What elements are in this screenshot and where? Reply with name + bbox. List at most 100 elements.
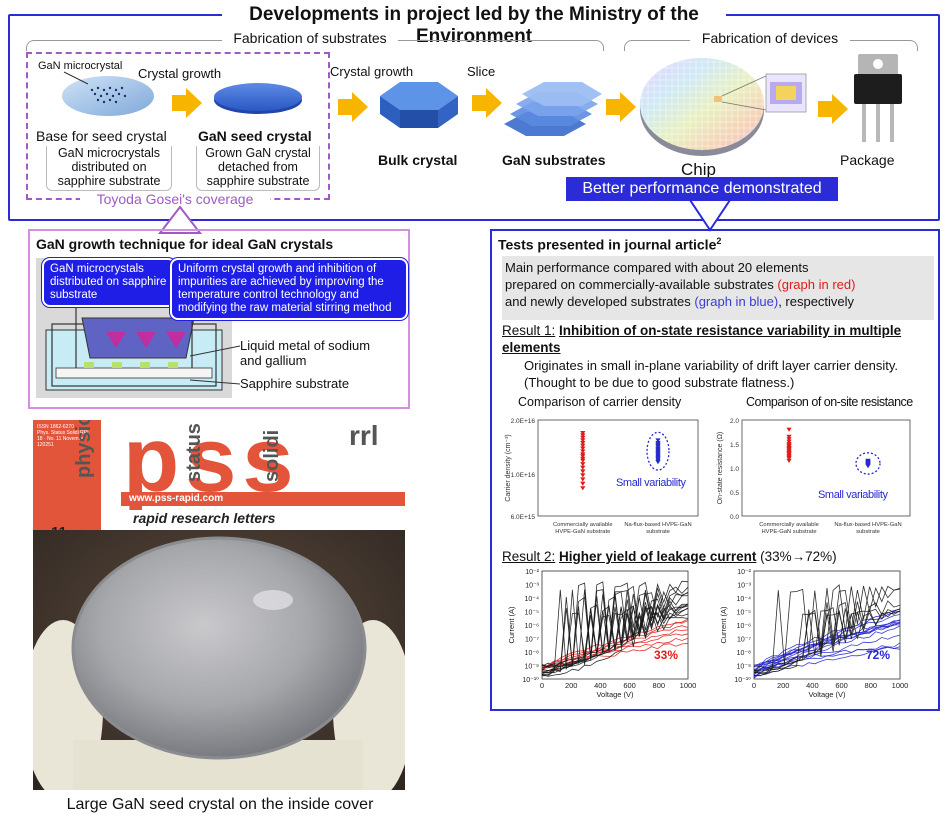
result-1-prefix: Result 1:	[502, 323, 556, 338]
data-point	[580, 430, 586, 436]
y-tick-label: 10⁻³	[737, 583, 751, 590]
x-category-label: HVPE-GaN substrate	[555, 529, 610, 535]
package-image	[854, 54, 902, 142]
x-category-label: HVPE-GaN substrate	[761, 529, 816, 535]
bulk-crystal-image	[380, 82, 458, 128]
data-point	[580, 469, 586, 474]
y-tick-label: 1.5	[730, 442, 739, 449]
iv-curve	[753, 585, 901, 673]
iv-curve	[753, 608, 901, 676]
better-performance-banner: Better performance demonstrated	[566, 177, 838, 201]
cover-caption: Large GaN seed crystal on the inside cov…	[66, 796, 374, 813]
carrier-density-chart: 2.0E+16 1.0E+16 6.0E+15 Carrier density (cm…	[505, 418, 699, 535]
iv-curve	[753, 607, 901, 671]
data-point	[580, 443, 586, 448]
iv-curve	[753, 614, 901, 672]
y-tick-label: 1.0E+16	[511, 472, 536, 479]
slice-label: Slice	[467, 64, 496, 79]
fabrication-devices-label: Fabrication of devices	[690, 30, 850, 46]
iv-curve	[541, 618, 689, 670]
data-point	[865, 464, 871, 469]
y-tick-label: 10⁻⁶	[737, 623, 751, 630]
y-tick-label: 10⁻⁶	[525, 623, 539, 630]
x-category-label: Na-flux-based HVPE-GaN	[834, 522, 901, 528]
leakage-chart-commercial: 10⁻² 10⁻³ 10⁻⁴ 10⁻⁵ 10⁻⁶ 10⁻⁷ 10⁻⁸ 10⁻⁹ 10⁻¹⁰0 20…	[507, 569, 696, 699]
x-tick-label: 200	[777, 681, 790, 690]
package-label: Package	[840, 152, 895, 168]
y-tick-label: 10⁻⁴	[525, 596, 540, 603]
data-point	[786, 434, 792, 439]
y-tick-label: 10⁻⁷	[525, 637, 539, 644]
chart-2-title: Comparison of on-site resistance	[746, 395, 913, 409]
variability-circle	[646, 431, 670, 471]
leakage-chart-new: 10⁻² 10⁻³ 10⁻⁴ 10⁻⁵ 10⁻⁶ 10⁻⁷ 10⁻⁸ 10⁻⁹ 10⁻¹⁰0 20…	[719, 569, 908, 699]
iv-curve	[541, 605, 689, 669]
journal-cover: ISSN 1862-6270 Phys. Status Solidi RRL 18…	[33, 420, 405, 790]
gan-substrates-label: GaN substrates	[502, 152, 606, 168]
liquid-metal-label: Liquid metal of sodium and gallium	[240, 338, 371, 368]
gan-substrates-image	[504, 82, 602, 136]
cover-url: www.pss-rapid.com	[129, 493, 224, 504]
data-point	[786, 439, 792, 444]
base-title: Base for seed crystal	[36, 128, 167, 144]
bulk-crystal-label: Bulk crystal	[378, 152, 458, 168]
y-tick-label: 2.0E+16	[511, 418, 536, 425]
plot-frame	[537, 419, 699, 517]
result-1-heading: Result 1: Inhibition of on-state resista…	[502, 322, 932, 356]
cover-rrl: rrl	[349, 420, 379, 451]
plot-frame	[741, 419, 911, 517]
iv-curve	[753, 634, 901, 678]
technique-title: GaN growth technique for ideal GaN cryst…	[36, 236, 334, 252]
data-point	[786, 427, 792, 432]
y-tick-label: 10⁻⁷	[737, 637, 751, 644]
y-tick-label: 10⁻³	[525, 583, 539, 590]
tests-panel	[490, 229, 940, 711]
small-variability-annotation: Small variability	[818, 489, 889, 501]
technique-pointer	[157, 205, 203, 234]
y-tick-label: 10⁻²	[525, 569, 539, 576]
data-point	[580, 473, 586, 478]
result-1-desc: Originates in small in-plane variability…	[524, 358, 899, 390]
x-tick-label: 800	[865, 681, 878, 690]
result-2-prefix: Result 2:	[502, 549, 556, 564]
seed-desc: Grown GaN crystal detached from sapphire…	[196, 146, 320, 191]
tests-title-sup: 2	[716, 236, 722, 246]
y-tick-label: 1.0	[730, 466, 739, 473]
y-tick-label: 10⁻⁸	[525, 650, 539, 657]
x-tick-label: 400	[806, 681, 819, 690]
sapphire-substrate-label: Sapphire substrate	[240, 376, 350, 391]
crystal-growth-label-1: Crystal growth	[138, 66, 222, 81]
result-2-heading: Result 2: Higher yield of leakage curren…	[502, 549, 837, 564]
y-tick-label: 2.0	[730, 418, 739, 425]
small-variability-annotation: Small variability	[616, 477, 687, 489]
data-point	[580, 454, 586, 459]
y-axis-label: Carrier density (cm⁻³)	[505, 434, 512, 501]
data-point	[580, 462, 586, 467]
x-category-label: Na-flux-based HVPE-GaN	[624, 522, 691, 528]
chart-resistance-title: Comparison of on-site resistance	[746, 395, 913, 409]
chip-wafer-image	[640, 58, 807, 156]
iv-curve	[541, 590, 689, 671]
x-category-label: Commercially available	[759, 522, 819, 528]
iv-curve	[753, 625, 901, 679]
intro-line-2: prepared on commercially-available subst…	[505, 277, 774, 292]
callout-uniform-growth: Uniform crystal growth and inhibition of…	[170, 258, 408, 320]
data-point	[655, 460, 661, 465]
y-tick-label: 0.0	[730, 514, 739, 521]
data-point	[580, 433, 586, 438]
coverage-label: Toyoda Gosei's coverage	[80, 191, 270, 207]
fabrication-substrates-label: Fabrication of substrates	[222, 30, 398, 46]
yield-annotation: 72%	[866, 648, 890, 662]
data-point	[655, 438, 661, 443]
sapphire-base-image	[62, 76, 154, 116]
x-axis-label: Voltage (V)	[596, 690, 634, 699]
x-tick-label: 0	[752, 681, 756, 690]
x-tick-label: 600	[835, 681, 848, 690]
data-point	[580, 458, 586, 463]
intro-red: (graph in red)	[777, 277, 856, 292]
chart-carrier-density-title: Comparison of carrier density	[518, 395, 681, 409]
y-tick-label: 10⁻¹⁰	[734, 676, 751, 684]
y-tick-label: 10⁻⁵	[525, 610, 539, 617]
data-point	[580, 465, 586, 470]
intro-line-4: , respectively	[778, 294, 855, 309]
